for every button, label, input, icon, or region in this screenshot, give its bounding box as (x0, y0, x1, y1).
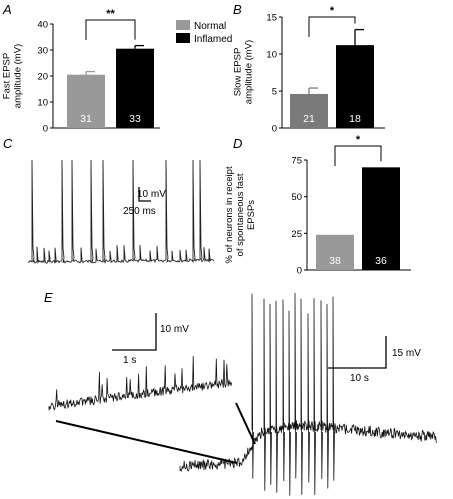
panel-d-y-axis-label: % of neurons in receipt (224, 166, 235, 264)
legend-label-normal: Normal (194, 21, 226, 32)
panel-c-scale-bar (138, 187, 151, 202)
panel-e-zoom-line-right (235, 402, 256, 445)
panel-e-inset-trace (48, 355, 233, 411)
panel-e-main-trace (179, 292, 438, 496)
panel-e-trace-group: 10 mV 1 s 15 mV 10 s (48, 292, 438, 496)
panel-b-y-axis-label: Slow EPSP (233, 48, 244, 97)
panel-a-bar-inflamed (116, 48, 154, 129)
panel-e-main-scale-x-label: 10 s (350, 373, 369, 384)
panel-d-significance-bracket (334, 145, 382, 166)
chart-panel-b: 0 5 10 15 Slow EPSP amplitude (mV) 21 18 * (233, 5, 385, 135)
panel-b-bar-inflamed (336, 45, 374, 129)
panel-a-n-label: 33 (129, 113, 141, 125)
panel-c-trace (27, 159, 215, 265)
panel-e-main-scale-y-label: 15 mV (392, 348, 421, 359)
panel-b-bar-normal (290, 93, 328, 128)
panel-letter-e: E (44, 290, 53, 305)
panel-a-y-tick-label: 20 (37, 72, 48, 83)
panel-d-y-axis-label: EPSPs (246, 200, 257, 230)
panel-letter-b: B (233, 2, 242, 17)
chart-panel-d: 0 25 50 75 % of neurons in receipt of spontan… (224, 134, 411, 277)
panel-c-scale-x-label: 250 ms (123, 206, 156, 217)
panel-b-y-tick-label: 15 (266, 13, 277, 24)
panel-b-y-axis-label: amplitude (mV) (244, 40, 255, 104)
panel-d-y-tick-label: 25 (291, 229, 302, 240)
panel-a-y-axis-label: amplitude (mV) (13, 44, 24, 108)
panel-d-n-label: 36 (375, 255, 387, 267)
panel-b-y-tick-label: 10 (266, 50, 277, 61)
legend-swatch-normal (176, 20, 190, 30)
panel-a-n-label: 31 (80, 113, 92, 125)
panel-b-y-tick-label: 5 (272, 87, 277, 98)
panel-d-n-label: 38 (329, 255, 341, 267)
panel-letter-a: A (2, 2, 12, 17)
panel-a-y-tick-label: 10 (37, 98, 48, 109)
panel-d-bar-normal (316, 234, 354, 270)
panel-d-y-axis-label: of spontaneous fast (235, 173, 246, 256)
panel-b-y-tick-label: 0 (272, 124, 277, 135)
chart-panel-a: 0 10 20 30 40 Fast EPSP amplitude (mV) 31 33 ** (2, 8, 160, 135)
panel-d-significance-label: * (356, 134, 361, 146)
panel-d-y-tick-label: 75 (291, 156, 302, 167)
panel-e-main-scale-bar (328, 336, 387, 369)
panel-d-y-tick-label: 50 (291, 192, 302, 203)
panel-e-inset-scale-x-label: 1 s (123, 355, 136, 366)
panel-b-n-label: 18 (349, 113, 361, 125)
panel-b-significance-bracket (308, 16, 356, 37)
panel-b-n-label: 21 (303, 113, 315, 125)
panel-a-significance-label: ** (106, 8, 115, 20)
panel-b-significance-label: * (330, 5, 335, 17)
panel-letter-d: D (233, 136, 242, 151)
legend-swatch-inflamed (176, 33, 190, 43)
legend-label-inflamed: Inflamed (194, 34, 232, 45)
panel-a-y-tick-label: 40 (37, 20, 48, 31)
panel-a-y-tick-label: 30 (37, 46, 48, 57)
panel-a-y-tick-label: 0 (43, 124, 48, 135)
panel-c-scale-y-label: 10 mV (137, 189, 166, 200)
panel-a-significance-bracket (85, 19, 136, 40)
panel-e-inset-scale-bar (112, 313, 157, 351)
panel-c-trace-group: 10 mV 250 ms (27, 159, 215, 265)
panel-a-y-axis-label: Fast EPSP (2, 53, 13, 99)
panel-e-inset-scale-y-label: 10 mV (160, 324, 189, 335)
panel-a-bar-normal (67, 74, 105, 128)
panel-letter-c: C (3, 136, 13, 151)
legend: Normal Inflamed (176, 20, 232, 45)
panel-d-bar-inflamed (362, 167, 400, 270)
panel-d-y-tick-label: 0 (297, 266, 302, 277)
panel-e-zoom-line-left (55, 420, 238, 464)
